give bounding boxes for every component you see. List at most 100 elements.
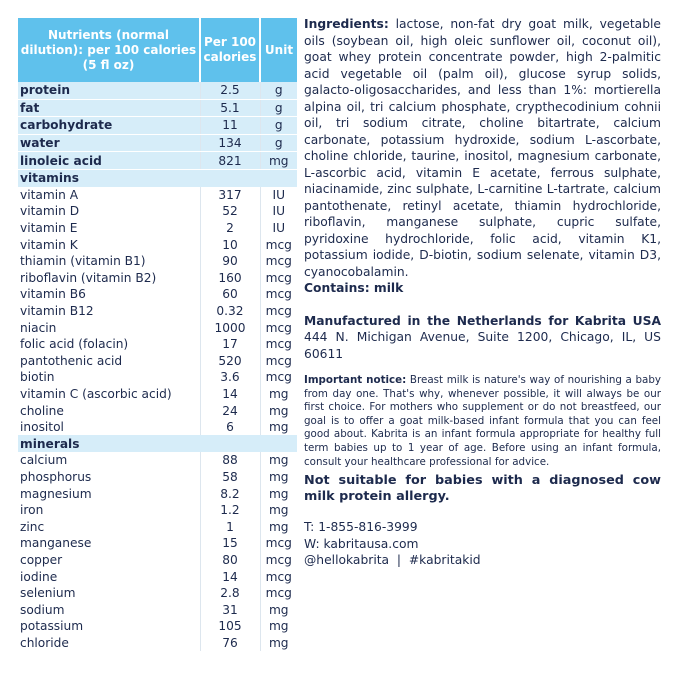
nutrient-value: 15	[200, 535, 261, 552]
nutrient-unit: mcg	[265, 270, 292, 285]
table-row: water 134 g	[18, 134, 297, 153]
nutrient-unit: mg	[268, 403, 289, 418]
nutrient-name: biotin	[18, 369, 201, 386]
nutrient-unit: g	[260, 99, 297, 118]
table-row: chloride 76 mg	[18, 634, 297, 652]
table-row: sodium 31 mg	[18, 601, 297, 618]
section-row: minerals	[18, 435, 297, 453]
nutrient-value: 0.32	[200, 302, 261, 320]
nutrient-unit: IU	[272, 187, 285, 202]
nutrient-value: 80	[200, 551, 261, 569]
table-row: vitamin D 52 IU	[18, 203, 297, 220]
section-row: vitamins	[18, 169, 297, 187]
nutrient-unit: mg	[268, 453, 289, 468]
nutrient-name: vitamin B12	[18, 302, 201, 320]
nutrient-value: 821	[200, 151, 261, 170]
nutrient-name: fat	[18, 99, 201, 118]
nutrient-unit: mcg	[265, 353, 292, 368]
manufacturer-address: 444 N. Michigan Avenue, Suite 1200, Chic…	[304, 330, 661, 361]
table-row: phosphorus 58 mg	[18, 468, 297, 486]
nutrient-value: 8.2	[200, 485, 261, 502]
nutrient-value: 1000	[200, 319, 261, 336]
nutrient-name: vitamin K	[18, 236, 201, 253]
table-row: protein 2.5 g	[18, 82, 297, 100]
nutrient-name: iodine	[18, 568, 201, 585]
nutrient-value: 60	[200, 286, 261, 303]
nutrient-name: vitamin B6	[18, 286, 201, 303]
nutrient-value: 58	[200, 468, 261, 486]
nutrition-table: Nutrients (normal dilution): per 100 cal…	[18, 18, 297, 652]
nutrient-unit: mg	[260, 151, 297, 170]
nutrient-unit: g	[260, 134, 297, 153]
nutrient-name: vitamin E	[18, 219, 201, 237]
nutrient-unit: IU	[272, 221, 285, 236]
header-nutrients: Nutrients (normal dilution): per 100 cal…	[18, 18, 201, 82]
nutrient-name: sodium	[18, 601, 201, 618]
label-text: Ingredients: lactose, non-fat dry goat m…	[304, 16, 661, 569]
nutrient-unit: g	[260, 82, 297, 100]
table-row: selenium 2.8 mcg	[18, 584, 297, 602]
nutrient-value: 24	[200, 402, 261, 419]
nutrient-name: linoleic acid	[18, 151, 201, 170]
nutrient-value: 1	[200, 518, 261, 536]
nutrient-value: 17	[200, 335, 261, 353]
nutrient-name: folic acid (folacin)	[18, 335, 201, 353]
allergy-warning: Not suitable for babies with a diagnosed…	[304, 473, 661, 505]
table-row: zinc 1 mg	[18, 518, 297, 536]
nutrient-value: 10	[200, 236, 261, 253]
nutrient-value: 31	[200, 601, 261, 618]
table-row: vitamin B6 60 mcg	[18, 286, 297, 303]
nutrient-name: magnesium	[18, 485, 201, 502]
nutrient-name: iron	[18, 501, 201, 519]
nutrient-unit: mcg	[265, 287, 292, 302]
nutrient-name: phosphorus	[18, 468, 201, 486]
table-header: Nutrients (normal dilution): per 100 cal…	[18, 18, 297, 82]
social-handles: @hellokabrita | #kabritakid	[304, 553, 481, 568]
table-row: carbohydrate 11 g	[18, 116, 297, 135]
nutrient-name: vitamin D	[18, 203, 201, 220]
nutrient-value: 134	[200, 134, 261, 153]
nutrient-name: calcium	[18, 452, 201, 469]
nutrient-unit: mg	[268, 503, 289, 518]
nutrient-unit: mg	[268, 469, 289, 484]
nutrient-unit: mcg	[265, 569, 292, 584]
nutrient-value: 6	[200, 418, 261, 436]
nutrient-value: 52	[200, 203, 261, 220]
table-row: choline 24 mg	[18, 402, 297, 419]
nutrient-value: 105	[200, 618, 261, 635]
nutrient-name: pantothenic acid	[18, 352, 201, 370]
table-row: fat 5.1 g	[18, 99, 297, 118]
nutrient-unit: mcg	[265, 254, 292, 269]
nutrient-value: 160	[200, 269, 261, 287]
nutrient-unit: mcg	[265, 370, 292, 385]
ingredients-label: Ingredients:	[304, 17, 389, 31]
nutrient-unit: mcg	[265, 586, 292, 601]
table-row: iodine 14 mcg	[18, 568, 297, 585]
allergen-statement: Contains: milk	[304, 281, 404, 295]
table-row: vitamin E 2 IU	[18, 219, 297, 237]
table-row: vitamin A 317 IU	[18, 186, 297, 204]
table-row: riboflavin (vitamin B2) 160 mcg	[18, 269, 297, 287]
table-row: copper 80 mcg	[18, 551, 297, 569]
table-row: thiamin (vitamin B1) 90 mcg	[18, 252, 297, 270]
table-row: calcium 88 mg	[18, 452, 297, 469]
nutrient-name: water	[18, 134, 201, 153]
nutrient-value: 3.6	[200, 369, 261, 386]
header-per-100: Per 100 calories	[200, 18, 261, 82]
nutrient-unit: mcg	[265, 320, 292, 335]
nutrient-value: 317	[200, 186, 261, 204]
nutrient-unit: mcg	[265, 237, 292, 252]
nutrient-unit: mg	[268, 420, 289, 435]
nutrient-value: 88	[200, 452, 261, 469]
phone: T: 1-855-816-3999	[304, 520, 418, 535]
important-notice: Important notice: Breast milk is nature'…	[304, 374, 661, 468]
table-row: linoleic acid 821 mg	[18, 151, 297, 170]
nutrient-unit: mg	[268, 386, 289, 401]
section-label: minerals	[18, 435, 297, 453]
nutrient-name: selenium	[18, 584, 201, 602]
nutrient-name: manganese	[18, 535, 201, 552]
nutrient-value: 1.2	[200, 501, 261, 519]
nutrient-value: 90	[200, 252, 261, 270]
nutrient-name: carbohydrate	[18, 116, 201, 135]
table-row: pantothenic acid 520 mcg	[18, 352, 297, 370]
